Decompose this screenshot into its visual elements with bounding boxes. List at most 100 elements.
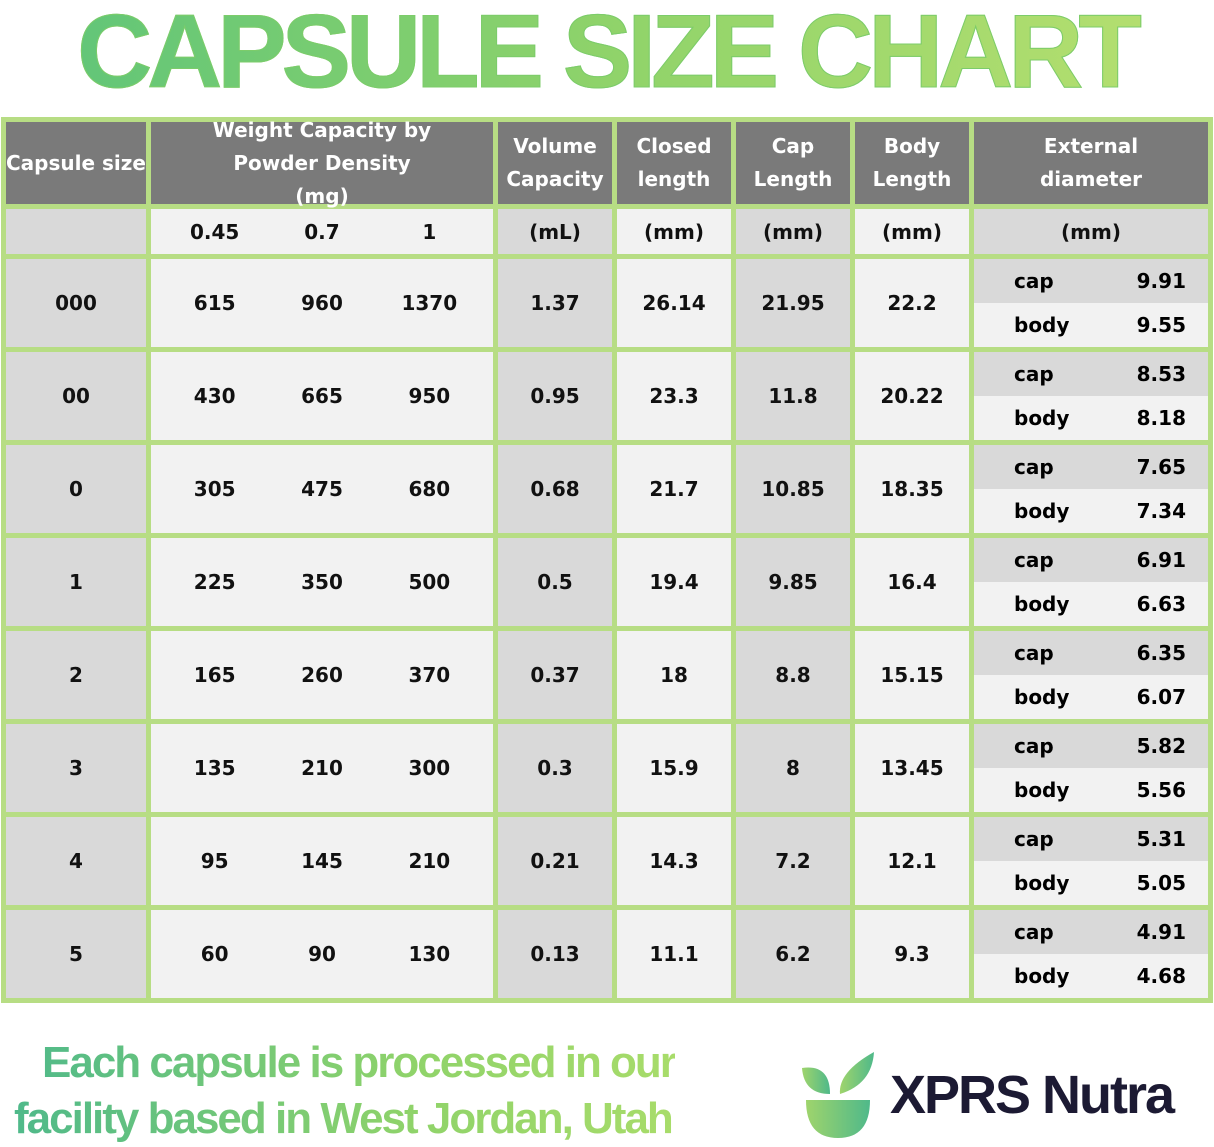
ext-body-row: body 9.55 <box>974 303 1208 347</box>
body-length-cell: 16.4 <box>855 538 969 626</box>
weight-capacity-cell: 305 475 680 <box>151 445 493 533</box>
capsule-size-cell: 2 <box>6 631 146 719</box>
ext-cap-value: 5.31 <box>1136 827 1186 851</box>
units-empty <box>6 209 146 254</box>
ext-body-row: body 5.56 <box>974 768 1208 812</box>
ext-cap-label: cap <box>1014 641 1054 665</box>
ext-body-label: body <box>1014 499 1070 523</box>
ext-cap-value: 7.65 <box>1136 455 1186 479</box>
weight-value: 95 <box>200 849 229 873</box>
weight-value: 210 <box>408 849 451 873</box>
weight-capacity-cell: 135 210 300 <box>151 724 493 812</box>
ext-body-value: 6.07 <box>1136 685 1186 709</box>
cap-length-cell: 8 <box>736 724 850 812</box>
ext-cap-label: cap <box>1014 269 1054 293</box>
ext-body-value: 5.56 <box>1136 778 1186 802</box>
cap-length-cell: 6.2 <box>736 910 850 998</box>
ext-cap-row: cap 6.35 <box>974 631 1208 675</box>
ext-body-label: body <box>1014 778 1070 802</box>
cap-length-cell: 7.2 <box>736 817 850 905</box>
weight-value: 950 <box>408 384 451 408</box>
capsule-size-cell: 5 <box>6 910 146 998</box>
ext-cap-value: 6.91 <box>1136 548 1186 572</box>
ext-body-value: 4.68 <box>1136 964 1186 988</box>
closed-length-cell: 21.7 <box>617 445 731 533</box>
ext-cap-row: cap 4.91 <box>974 910 1208 954</box>
units-volume: (mL) <box>498 209 612 254</box>
ext-cap-row: cap 5.82 <box>974 724 1208 768</box>
ext-body-label: body <box>1014 313 1070 337</box>
weight-value: 210 <box>301 756 343 780</box>
weight-value: 300 <box>408 756 451 780</box>
weight-capacity-cell: 225 350 500 <box>151 538 493 626</box>
ext-cap-value: 5.82 <box>1136 734 1186 758</box>
ext-cap-value: 6.35 <box>1136 641 1186 665</box>
closed-length-cell: 26.14 <box>617 259 731 347</box>
ext-cap-label: cap <box>1014 734 1054 758</box>
body-length-cell: 20.22 <box>855 352 969 440</box>
volume-cell: 0.21 <box>498 817 612 905</box>
header-weight-capacity: Weight Capacity by Powder Density (mg) <box>151 118 493 208</box>
ext-cap-row: cap 5.31 <box>974 817 1208 861</box>
capsule-size-cell: 00 <box>6 352 146 440</box>
header-closed-length: Closed length <box>617 122 731 204</box>
weight-value: 60 <box>200 942 229 966</box>
volume-cell: 0.3 <box>498 724 612 812</box>
weight-capacity-cell: 95 145 210 <box>151 817 493 905</box>
ext-body-label: body <box>1014 685 1070 709</box>
weight-value: 615 <box>193 291 236 315</box>
weight-value: 305 <box>193 477 236 501</box>
weight-value: 135 <box>193 756 236 780</box>
external-diameter-cell: cap 6.35 body 6.07 <box>974 631 1208 719</box>
ext-cap-value: 9.91 <box>1136 269 1186 293</box>
units-densities: 0.45 0.7 1 <box>151 209 493 254</box>
ext-body-row: body 6.63 <box>974 582 1208 626</box>
weight-capacity-cell: 60 90 130 <box>151 910 493 998</box>
ext-cap-value: 4.91 <box>1136 920 1186 944</box>
cap-length-cell: 9.85 <box>736 538 850 626</box>
ext-body-value: 7.34 <box>1136 499 1186 523</box>
capsule-size-cell: 1 <box>6 538 146 626</box>
ext-body-row: body 7.34 <box>974 489 1208 533</box>
ext-body-row: body 8.18 <box>974 396 1208 440</box>
page-title: CAPSULE SIZE CHART <box>0 0 1214 112</box>
cap-length-cell: 10.85 <box>736 445 850 533</box>
weight-capacity-cell: 430 665 950 <box>151 352 493 440</box>
capsule-size-cell: 4 <box>6 817 146 905</box>
body-length-cell: 13.45 <box>855 724 969 812</box>
weight-value: 260 <box>301 663 343 687</box>
units-closed: (mm) <box>617 209 731 254</box>
weight-value: 145 <box>301 849 343 873</box>
density-value: 0.45 <box>189 219 240 244</box>
body-length-cell: 22.2 <box>855 259 969 347</box>
ext-body-row: body 5.05 <box>974 861 1208 905</box>
weight-value: 350 <box>301 570 343 594</box>
external-diameter-cell: cap 8.53 body 8.18 <box>974 352 1208 440</box>
body-length-cell: 18.35 <box>855 445 969 533</box>
header-capsule-size: Capsule size <box>6 122 146 204</box>
ext-cap-row: cap 7.65 <box>974 445 1208 489</box>
volume-cell: 0.13 <box>498 910 612 998</box>
header-body-length: Body Length <box>855 122 969 204</box>
body-length-cell: 15.15 <box>855 631 969 719</box>
weight-capacity-cell: 615 960 1370 <box>151 259 493 347</box>
ext-cap-row: cap 6.91 <box>974 538 1208 582</box>
capsule-size-cell: 000 <box>6 259 146 347</box>
closed-length-cell: 19.4 <box>617 538 731 626</box>
header-volume-capacity: Volume Capacity <box>498 122 612 204</box>
closed-length-cell: 15.9 <box>617 724 731 812</box>
external-diameter-cell: cap 5.31 body 5.05 <box>974 817 1208 905</box>
ext-cap-row: cap 9.91 <box>974 259 1208 303</box>
cap-length-cell: 11.8 <box>736 352 850 440</box>
body-length-cell: 12.1 <box>855 817 969 905</box>
external-diameter-cell: cap 7.65 body 7.34 <box>974 445 1208 533</box>
header-cap-length: Cap Length <box>736 122 850 204</box>
weight-value: 130 <box>408 942 451 966</box>
weight-value: 475 <box>301 477 343 501</box>
closed-length-cell: 11.1 <box>617 910 731 998</box>
ext-body-value: 8.18 <box>1136 406 1186 430</box>
units-ext: (mm) <box>974 209 1208 254</box>
ext-cap-value: 8.53 <box>1136 362 1186 386</box>
footer-line-2: facility based in West Jordan, Utah <box>14 1094 672 1143</box>
units-body: (mm) <box>855 209 969 254</box>
